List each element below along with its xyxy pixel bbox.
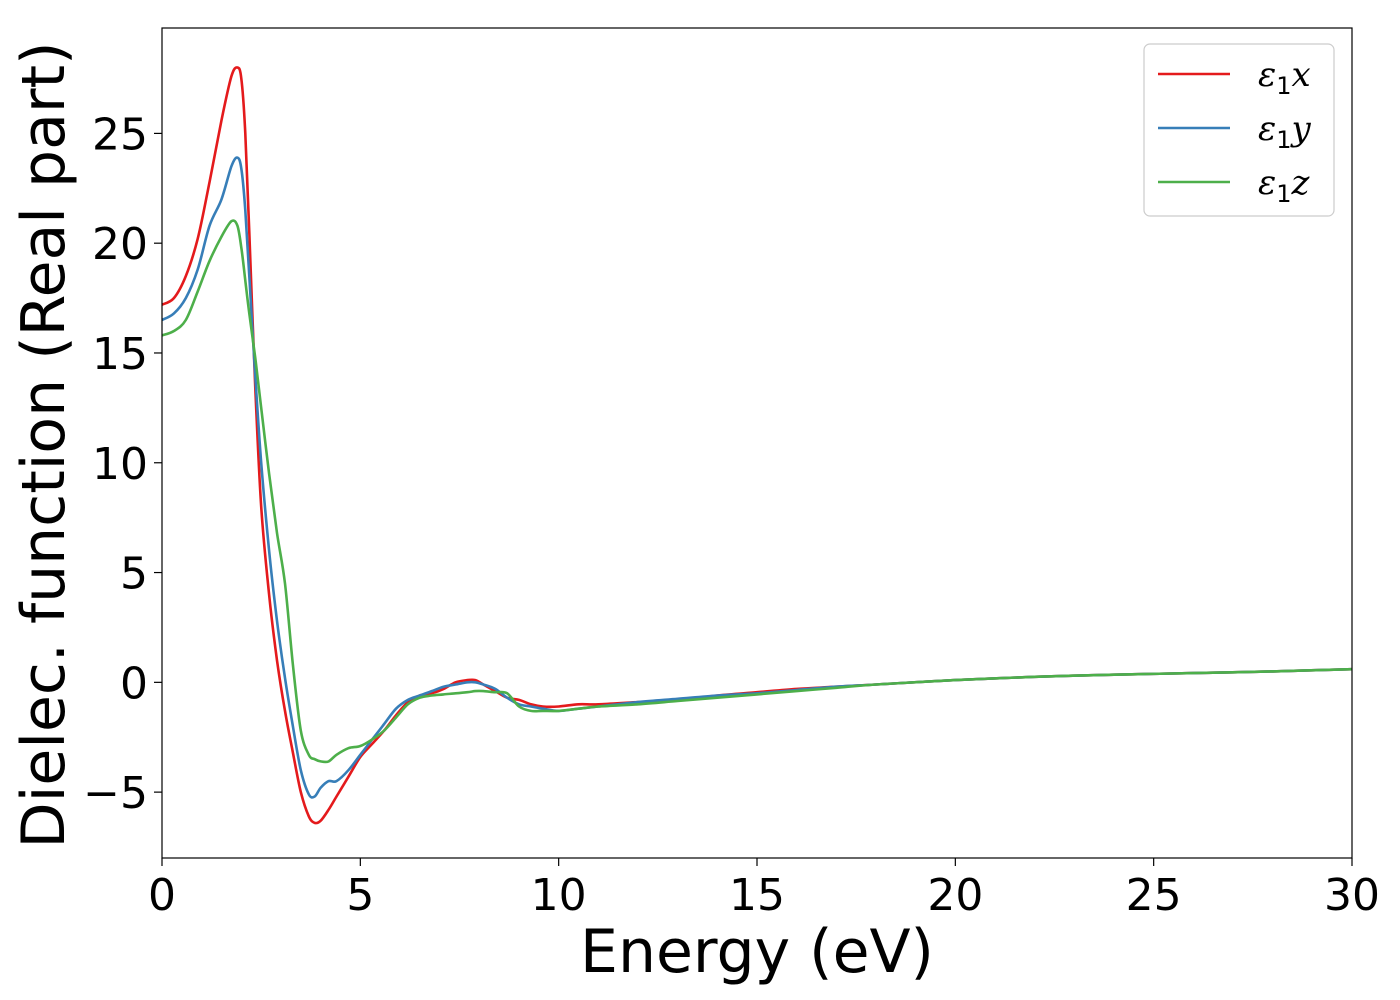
x-tick-label: 20 — [927, 870, 983, 921]
legend: ε1x ε1y ε1z — [1143, 43, 1335, 217]
y-tick-label: 10 — [92, 439, 148, 490]
y-tick-label: 15 — [92, 329, 148, 380]
y-axis: −5 0 5 10 15 20 25 — [83, 109, 162, 819]
x-tick-label: 5 — [346, 870, 374, 921]
y-tick-label: 25 — [92, 109, 148, 160]
y-tick-label: 20 — [92, 219, 148, 270]
x-tick-label: 0 — [148, 870, 176, 921]
legend-label-z: ε1z — [1258, 163, 1311, 208]
x-tick-label: 25 — [1126, 870, 1182, 921]
x-tick-label: 10 — [531, 870, 587, 921]
legend-label-y: ε1y — [1258, 109, 1312, 154]
series-layer — [161, 66, 1353, 825]
y-axis-label: Dielec. function (Real part) — [9, 42, 79, 849]
series-line-z — [161, 219, 1353, 764]
y-tick-label: −5 — [83, 768, 148, 819]
x-axis-label: Energy (eV) — [580, 917, 934, 987]
legend-box — [1143, 43, 1335, 217]
y-tick-label: 0 — [120, 658, 148, 709]
x-axis: 0 5 10 15 20 25 30 — [148, 858, 1380, 921]
x-tick-label: 30 — [1324, 870, 1380, 921]
x-tick-label: 15 — [729, 870, 785, 921]
legend-label-x: ε1x — [1258, 55, 1311, 100]
y-tick-label: 5 — [120, 549, 148, 600]
